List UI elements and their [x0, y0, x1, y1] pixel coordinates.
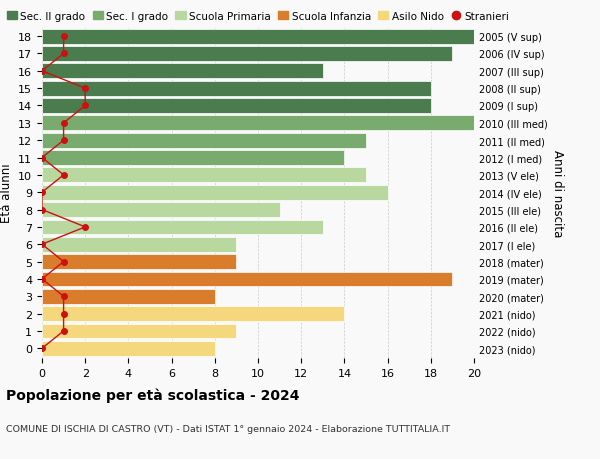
Bar	[42, 289, 215, 304]
Bar	[42, 151, 344, 166]
Bar	[42, 47, 452, 62]
Bar	[42, 185, 388, 200]
Bar	[42, 255, 236, 269]
Bar	[42, 134, 366, 148]
Y-axis label: Anni di nascita: Anni di nascita	[551, 149, 564, 236]
Bar	[42, 307, 344, 321]
Text: Popolazione per età scolastica - 2024: Popolazione per età scolastica - 2024	[6, 388, 299, 403]
Y-axis label: Età alunni: Età alunni	[0, 163, 13, 223]
Bar	[42, 64, 323, 79]
Text: COMUNE DI ISCHIA DI CASTRO (VT) - Dati ISTAT 1° gennaio 2024 - Elaborazione TUTT: COMUNE DI ISCHIA DI CASTRO (VT) - Dati I…	[6, 425, 450, 434]
Bar	[42, 237, 236, 252]
Bar	[42, 99, 431, 114]
Bar	[42, 324, 236, 339]
Bar	[42, 30, 474, 45]
Bar	[42, 116, 474, 131]
Bar	[42, 220, 323, 235]
Bar	[42, 168, 366, 183]
Legend: Sec. II grado, Sec. I grado, Scuola Primaria, Scuola Infanzia, Asilo Nido, Stran: Sec. II grado, Sec. I grado, Scuola Prim…	[2, 7, 514, 26]
Bar	[42, 82, 431, 96]
Bar	[42, 203, 280, 218]
Bar	[42, 272, 452, 287]
Bar	[42, 341, 215, 356]
